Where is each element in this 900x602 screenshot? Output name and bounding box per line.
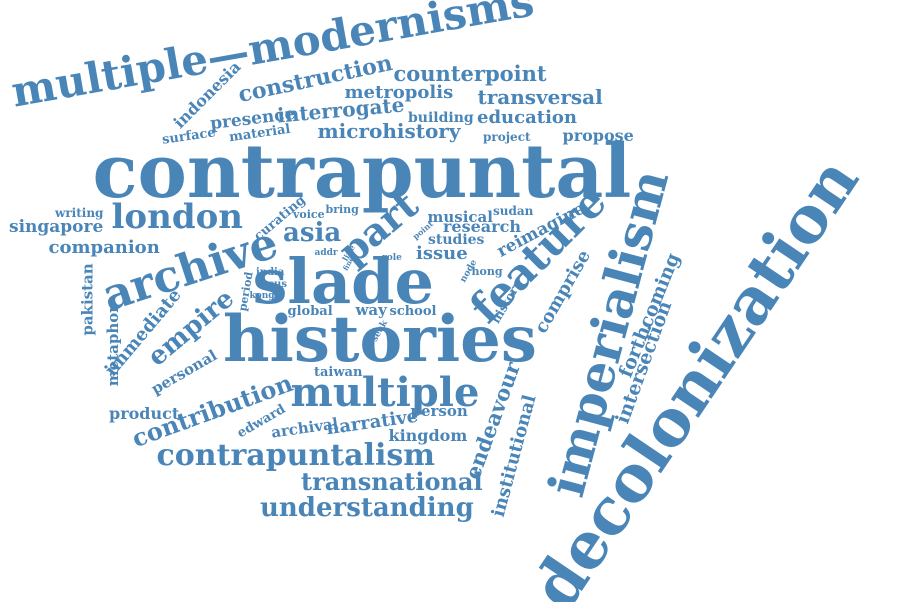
word-role: role [382,252,402,263]
word-issue: issue [416,243,468,264]
word-studies: studies [428,232,485,248]
word-contrapuntal: contrapuntal [92,129,632,215]
word-counterpoint: counterpoint [393,60,547,86]
word-way: way [355,300,387,319]
word-pakistan: pakistan [78,262,97,336]
word-voice: voice [293,207,325,221]
word-india: india [256,267,285,278]
word-transnational: transnational [301,467,483,496]
word-hong: hong [471,264,503,278]
word-kong: kong [249,290,275,301]
word-product: product [109,404,180,423]
word-global: global [287,303,333,319]
word-london: london [111,197,243,237]
word-focus: focus [257,279,287,290]
word-musical: musical [427,207,493,226]
word-bring: bring [325,202,359,216]
word-taiwan: taiwan [314,364,363,380]
word-understanding: understanding [260,493,474,523]
word-addr: addr [314,247,338,258]
word-research: research [443,217,521,236]
word-singapore: singapore [9,216,104,237]
word-building: building [408,110,474,126]
word-asia: asia [283,218,342,248]
word-school: school [389,303,437,319]
word-project: project [483,130,531,144]
word-microhistory: microhistory [317,119,461,143]
word-histories: histories [223,302,537,377]
word-person: person [410,401,468,420]
word-education: education [477,107,577,128]
word-propose: propose [562,126,634,145]
word-metaphor: metaphor [103,304,122,386]
word-writing: writing [55,206,104,220]
word-metropolis: metropolis [344,82,454,103]
word-sudan: sudan [493,204,534,218]
word-multiple: multiple [290,369,480,416]
word-companion: companion [48,237,160,258]
word-slade: slade [252,245,434,318]
word-contrapuntalism: contrapuntalism [156,438,436,473]
word-kingdom: kingdom [388,426,468,445]
word-transversal: transversal [477,85,603,109]
